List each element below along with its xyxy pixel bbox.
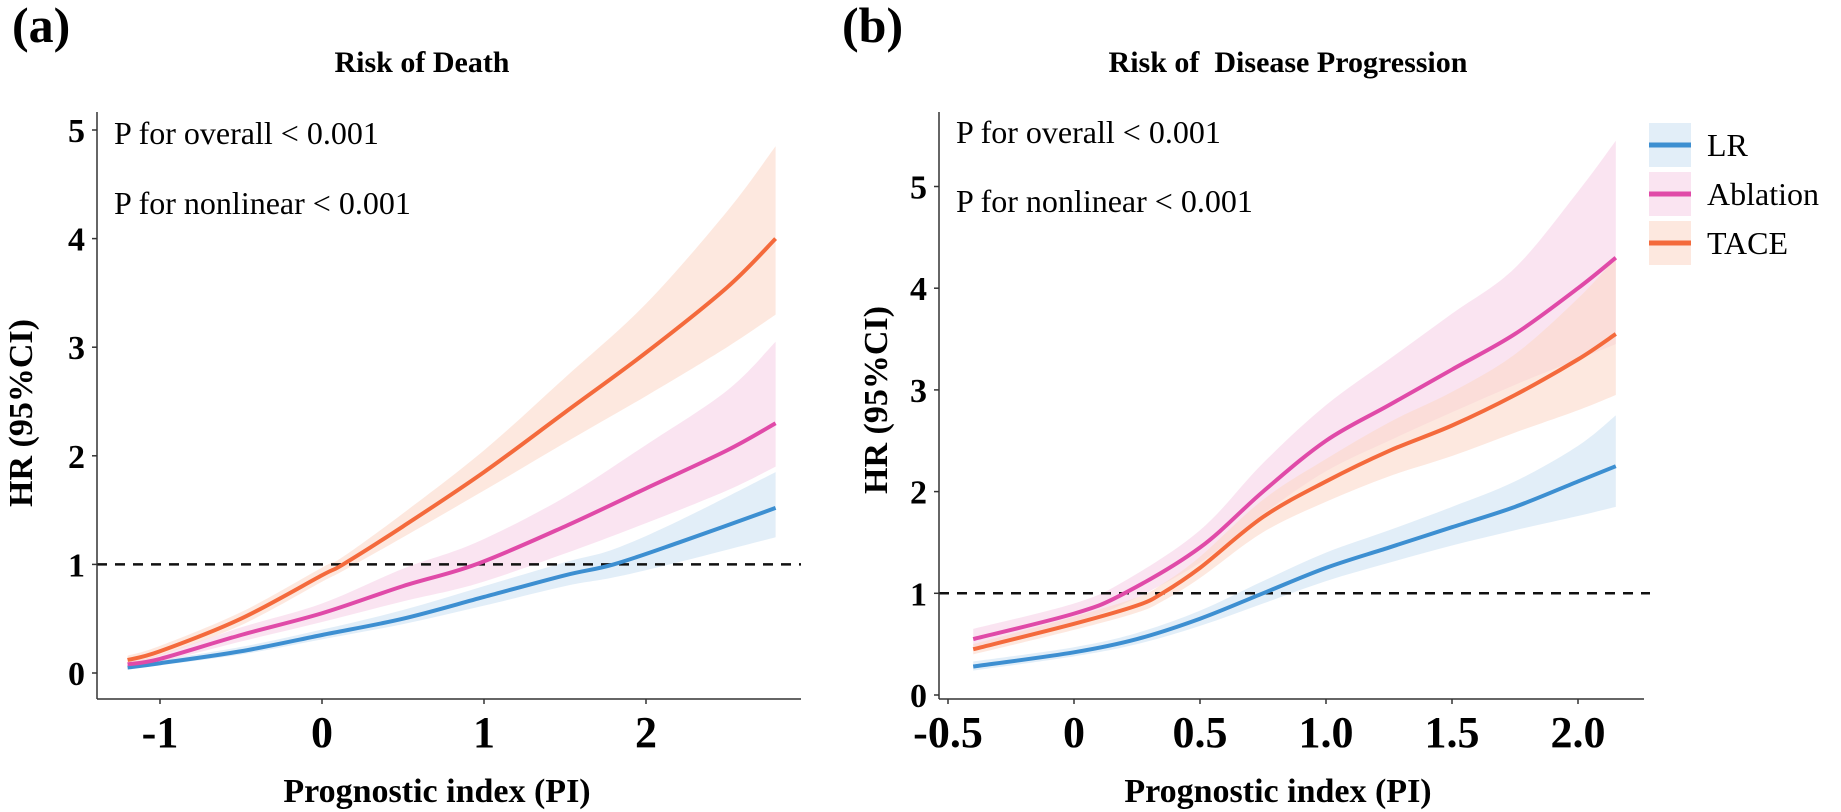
- p-overall-text: P for overall < 0.001: [114, 115, 379, 151]
- p-nonlinear-text: P for nonlinear < 0.001: [114, 185, 411, 221]
- legend-item-ablation: Ablation: [1649, 172, 1819, 216]
- series-line-lr: [127, 506, 777, 670]
- x-tick-label: 2: [635, 708, 657, 757]
- x-tick-label: 0: [1063, 708, 1085, 757]
- x-tick-label: 1.0: [1299, 708, 1354, 757]
- panel-a-title: Risk of Death: [334, 46, 509, 79]
- y-tick-label: 1: [910, 576, 927, 613]
- plot-area: [939, 140, 1650, 671]
- panel-b: (b) Risk of Disease Progression P for ov…: [842, 0, 1819, 810]
- series-line-tace: [972, 332, 1617, 652]
- x-axis-label: Prognostic index (PI): [1124, 773, 1431, 810]
- ci-band-ablation: [127, 341, 776, 668]
- y-tick-label: 5: [68, 113, 85, 150]
- y-tick-label: 2: [68, 439, 85, 476]
- series-line-tace: [127, 237, 778, 662]
- plot-area: [97, 146, 801, 670]
- x-tick-label: 1.5: [1425, 708, 1480, 757]
- panel-a-label: (a): [12, 0, 70, 53]
- y-tick-label: 3: [910, 373, 927, 410]
- y-tick-label: 2: [910, 475, 927, 512]
- legend-label: LR: [1707, 127, 1749, 163]
- y-tick-label: 3: [68, 330, 85, 367]
- x-tick-label: 2.0: [1551, 708, 1606, 757]
- x-tick-label: -0.5: [913, 708, 983, 757]
- x-tick-label: 1: [473, 708, 495, 757]
- x-tick-label: 0: [311, 708, 333, 757]
- legend-item-lr: LR: [1649, 123, 1749, 167]
- series-line-ablation: [127, 421, 777, 667]
- legend-label: Ablation: [1707, 176, 1819, 212]
- y-tick-label: 0: [910, 678, 927, 715]
- y-tick-label: 5: [910, 170, 927, 207]
- panel-a: (a) Risk of Death P for overall < 0.001 …: [3, 0, 801, 810]
- legend-label: TACE: [1707, 225, 1788, 261]
- x-tick-label: -1: [142, 708, 179, 757]
- y-tick-label: 4: [68, 222, 85, 259]
- panel-b-label: (b): [842, 0, 903, 53]
- legend-item-tace: TACE: [1649, 221, 1788, 265]
- x-axis-label: Prognostic index (PI): [283, 773, 590, 810]
- p-overall-text: P for overall < 0.001: [956, 114, 1221, 150]
- y-tick-label: 1: [68, 547, 85, 584]
- y-axis-label: HR (95%CI): [858, 306, 895, 494]
- p-nonlinear-text: P for nonlinear < 0.001: [956, 183, 1253, 219]
- legend: LR Ablation TACE: [1649, 123, 1819, 265]
- y-axis-label: HR (95%CI): [3, 319, 40, 507]
- series-line-lr: [972, 464, 1617, 669]
- y-tick-label: 0: [68, 656, 85, 693]
- y-tick-label: 4: [910, 271, 927, 308]
- series-line-ablation: [972, 256, 1618, 642]
- x-tick-label: 0.5: [1173, 708, 1228, 757]
- panel-b-title: Risk of Disease Progression: [1109, 46, 1468, 79]
